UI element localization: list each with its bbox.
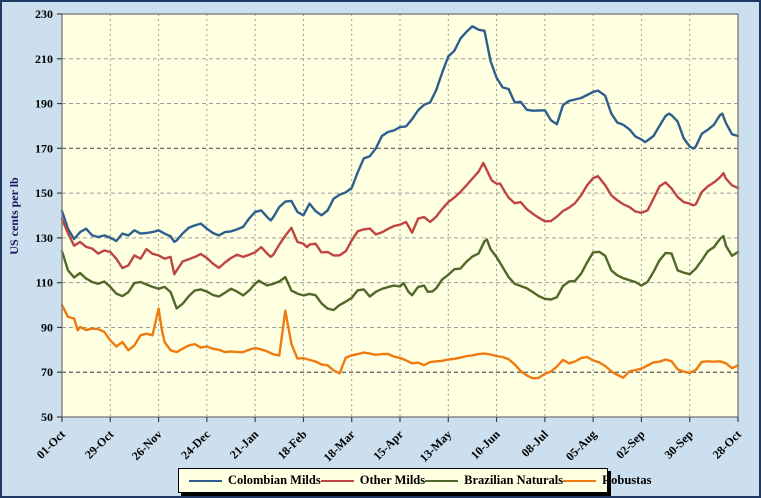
y-tick-label: 230	[35, 7, 53, 21]
y-tick-label: 210	[35, 52, 53, 66]
legend-line-swatch	[189, 479, 222, 482]
legend-line-swatch	[425, 479, 459, 482]
x-tick-label: 29-Oct	[82, 427, 116, 461]
x-tick-label: 08-Jul	[518, 427, 551, 460]
legend-label: Colombian Milds	[228, 473, 321, 487]
series-line-other-milds	[60, 161, 740, 276]
legend-label: Brazilian Naturals	[464, 473, 564, 487]
legend-line-swatch	[563, 479, 597, 482]
series-line-robustas	[60, 303, 740, 380]
y-axis-title: US cents per lb	[7, 177, 21, 255]
y-tick-label: 150	[35, 186, 53, 200]
x-tick-label: 18-Mar	[321, 427, 359, 465]
x-tick-label: 15-Apr	[370, 427, 406, 463]
x-tick-label: 05-Aug	[563, 427, 599, 463]
x-tick-label: 18-Feb	[275, 427, 310, 462]
legend-line-swatch	[320, 479, 354, 482]
legend-label: Robustas	[602, 473, 652, 487]
x-tick-label: 28-Oct	[710, 427, 744, 461]
series-line-colombian-milds	[60, 25, 740, 244]
x-tick-label: 24-Dec	[178, 427, 213, 462]
x-tick-label: 21-Jan	[227, 427, 262, 462]
y-tick-label: 90	[41, 320, 53, 334]
legend-item-colombian-milds: Colombian Milds	[189, 473, 321, 488]
legend-item-brazilian-naturals: Brazilian Naturals	[425, 473, 563, 488]
x-tick-label: 01-Oct	[34, 427, 68, 461]
legend-item-other-milds: Other Milds	[320, 473, 426, 488]
y-tick-label: 130	[35, 231, 53, 245]
x-tick-label: 30-Sep	[661, 427, 696, 462]
y-tick-label: 70	[41, 365, 53, 379]
x-tick-label: 13-May	[417, 427, 455, 465]
x-tick-label: 26-Nov	[129, 427, 165, 463]
legend: Colombian Milds Other Milds Brazilian Natu…	[178, 468, 651, 493]
y-tick-label: 110	[36, 276, 53, 290]
legend-item-robustas: Robustas	[563, 473, 651, 488]
x-tick-label: 10-Jun	[468, 427, 503, 462]
x-tick-label: 02-Sep	[613, 427, 648, 462]
y-tick-label: 190	[35, 97, 53, 111]
legend-label: Other Milds	[359, 473, 426, 487]
series-line-brazilian-naturals	[60, 234, 740, 312]
y-tick-label: 50	[41, 410, 53, 424]
y-tick-label: 170	[35, 141, 53, 155]
